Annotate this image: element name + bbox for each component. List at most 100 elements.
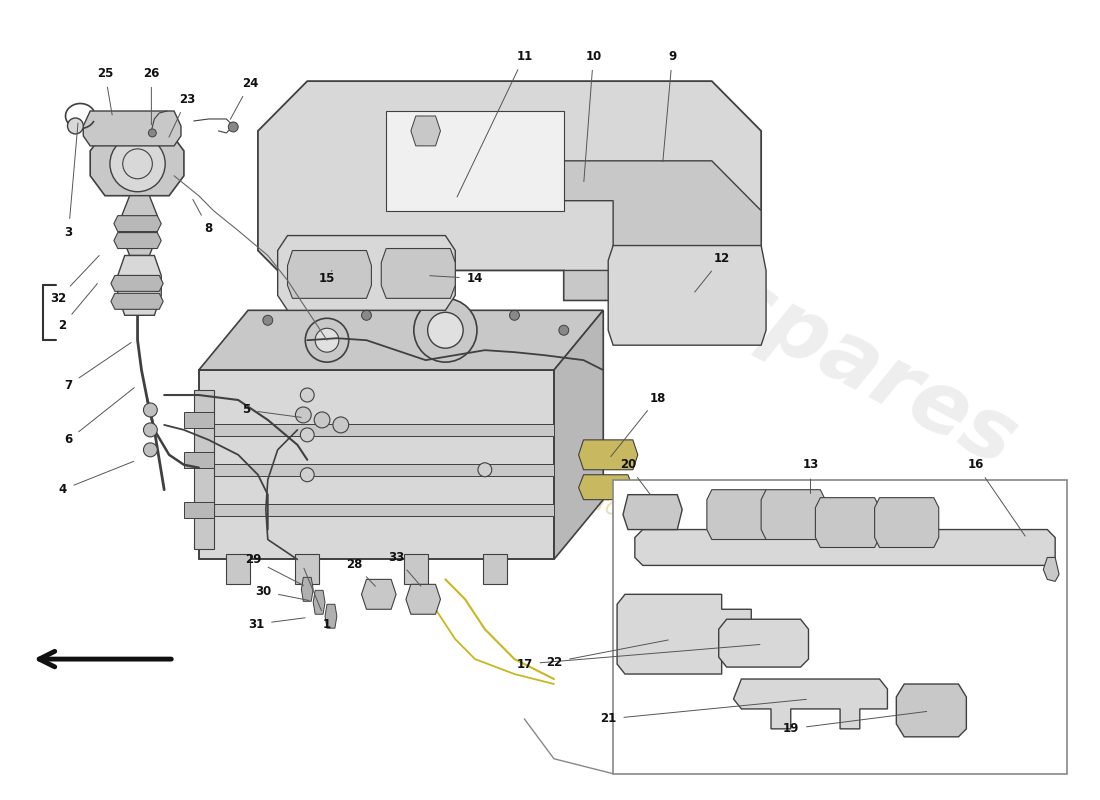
Polygon shape [199, 464, 554, 476]
Circle shape [229, 122, 239, 132]
Text: 32: 32 [51, 255, 99, 305]
Polygon shape [184, 412, 213, 428]
Polygon shape [608, 246, 766, 345]
Polygon shape [194, 390, 213, 550]
Circle shape [67, 118, 84, 134]
Polygon shape [296, 554, 319, 584]
Polygon shape [324, 604, 337, 628]
Text: 22: 22 [546, 640, 668, 669]
Text: 2: 2 [58, 284, 98, 332]
Polygon shape [564, 161, 761, 300]
Polygon shape [111, 294, 163, 310]
Polygon shape [118, 255, 162, 315]
FancyBboxPatch shape [613, 480, 1067, 774]
Polygon shape [874, 498, 938, 547]
Circle shape [559, 326, 569, 335]
Circle shape [300, 428, 315, 442]
Text: 33: 33 [388, 551, 421, 586]
Text: 4: 4 [58, 462, 134, 496]
Text: 1: 1 [304, 568, 331, 630]
Circle shape [143, 403, 157, 417]
Circle shape [478, 462, 492, 477]
Circle shape [148, 129, 156, 137]
Polygon shape [111, 275, 163, 291]
Polygon shape [579, 440, 638, 470]
Circle shape [333, 417, 349, 433]
Polygon shape [707, 490, 771, 539]
Polygon shape [623, 494, 682, 530]
Polygon shape [199, 370, 554, 559]
Polygon shape [227, 554, 250, 584]
Text: 3: 3 [65, 123, 78, 239]
Text: 20: 20 [619, 458, 650, 494]
Polygon shape [579, 474, 632, 500]
Polygon shape [386, 111, 564, 210]
Text: eurospares: eurospares [512, 156, 1031, 485]
Text: 12: 12 [695, 252, 729, 292]
Polygon shape [617, 594, 751, 674]
Polygon shape [301, 578, 314, 602]
Text: 29: 29 [245, 553, 304, 586]
Text: 10: 10 [584, 50, 602, 182]
Text: 23: 23 [169, 93, 195, 137]
Polygon shape [1043, 558, 1059, 582]
Text: 31: 31 [248, 618, 305, 630]
Polygon shape [122, 196, 157, 255]
Circle shape [296, 407, 311, 423]
Text: 17: 17 [516, 645, 760, 670]
Polygon shape [734, 679, 888, 729]
Text: 9: 9 [663, 50, 676, 162]
Polygon shape [382, 249, 455, 298]
Circle shape [306, 318, 349, 362]
Text: 11: 11 [458, 50, 532, 197]
Circle shape [143, 443, 157, 457]
Polygon shape [483, 554, 507, 584]
Polygon shape [718, 619, 808, 667]
Polygon shape [114, 233, 162, 249]
Circle shape [110, 136, 165, 192]
Text: 26: 26 [143, 66, 160, 125]
Text: 30: 30 [255, 585, 309, 601]
Polygon shape [199, 424, 554, 436]
Text: 5: 5 [242, 403, 301, 418]
Polygon shape [277, 235, 455, 310]
Polygon shape [406, 584, 440, 614]
Polygon shape [896, 684, 967, 737]
Polygon shape [411, 116, 440, 146]
Polygon shape [554, 310, 603, 559]
Polygon shape [199, 504, 554, 515]
Polygon shape [314, 590, 324, 614]
Text: 14: 14 [430, 272, 483, 285]
Circle shape [123, 149, 153, 178]
Text: a passion for Maserati since 1985: a passion for Maserati since 1985 [482, 450, 864, 609]
Text: 19: 19 [782, 711, 926, 735]
Circle shape [315, 412, 330, 428]
Text: 15: 15 [319, 270, 336, 285]
Text: 7: 7 [65, 342, 131, 391]
Polygon shape [257, 81, 761, 300]
Circle shape [263, 315, 273, 326]
Text: 16: 16 [968, 458, 1025, 536]
Polygon shape [199, 310, 603, 370]
Circle shape [143, 423, 157, 437]
Text: 25: 25 [97, 66, 113, 115]
Circle shape [428, 312, 463, 348]
Circle shape [362, 310, 372, 320]
Polygon shape [184, 452, 213, 468]
Text: 18: 18 [610, 391, 665, 457]
Polygon shape [287, 250, 372, 298]
Text: 21: 21 [601, 699, 806, 726]
Text: 6: 6 [65, 388, 134, 446]
Circle shape [509, 310, 519, 320]
Text: 8: 8 [192, 199, 212, 235]
Polygon shape [404, 554, 428, 584]
Text: 28: 28 [346, 558, 375, 586]
Text: 13: 13 [802, 458, 818, 494]
Polygon shape [815, 498, 880, 547]
Polygon shape [761, 490, 825, 539]
Polygon shape [362, 579, 396, 610]
Circle shape [300, 468, 315, 482]
Text: 24: 24 [230, 77, 258, 119]
Polygon shape [90, 131, 184, 196]
Polygon shape [635, 530, 1055, 566]
